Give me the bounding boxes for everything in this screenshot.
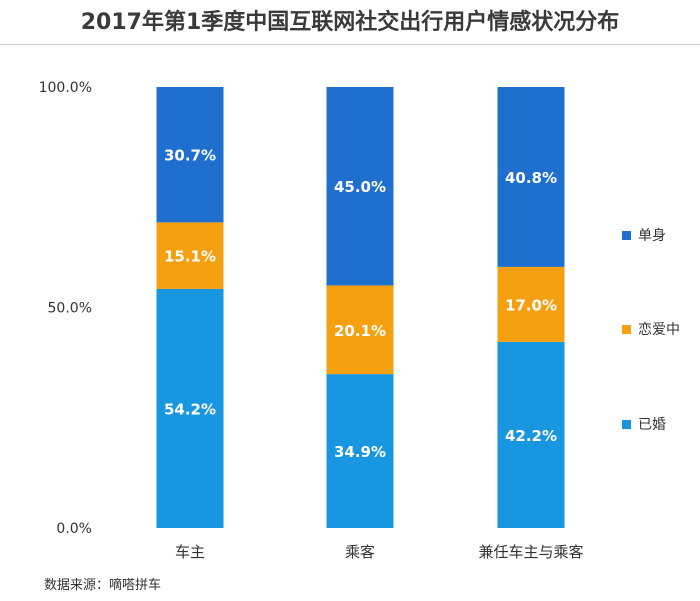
y-tick-label: 50.0% bbox=[48, 301, 92, 317]
y-tick-label: 100.0% bbox=[39, 80, 92, 96]
data-label: 34.9% bbox=[334, 443, 386, 461]
legend-label: 单身 bbox=[638, 228, 666, 244]
legend-label: 恋爱中 bbox=[638, 321, 680, 338]
bar-segment bbox=[497, 266, 565, 342]
data-label: 54.2% bbox=[164, 400, 216, 418]
bar-segment bbox=[156, 87, 224, 223]
chart-title: 2017年第1季度中国互联网社交出行用户情感状况分布 bbox=[80, 10, 620, 35]
bar-segment bbox=[497, 341, 565, 528]
data-label: 42.2% bbox=[505, 427, 557, 445]
bar-segment bbox=[326, 87, 394, 286]
title-divider bbox=[0, 44, 700, 45]
bar-segment bbox=[326, 285, 394, 375]
data-label: 40.8% bbox=[505, 169, 557, 187]
data-label: 30.7% bbox=[164, 147, 216, 165]
data-label: 20.1% bbox=[334, 322, 386, 340]
data-label: 17.0% bbox=[505, 296, 557, 314]
category-label: 车主 bbox=[175, 543, 205, 561]
source-note: 数据来源：嘀嗒拼车 bbox=[44, 578, 162, 593]
legend-swatch bbox=[622, 325, 631, 334]
bar-segment bbox=[156, 288, 224, 528]
data-label: 15.1% bbox=[164, 248, 216, 266]
category-label: 乘客 bbox=[345, 543, 375, 561]
legend-swatch bbox=[622, 231, 631, 240]
bar-segment bbox=[497, 87, 565, 267]
data-label: 45.0% bbox=[334, 178, 386, 196]
bar-segment bbox=[156, 222, 224, 289]
category-label: 兼任车主与乘客 bbox=[478, 543, 583, 561]
legend-swatch bbox=[622, 420, 631, 429]
bar-segment bbox=[326, 374, 394, 528]
legend-label: 已婚 bbox=[638, 417, 666, 433]
y-tick-label: 0.0% bbox=[56, 521, 92, 537]
